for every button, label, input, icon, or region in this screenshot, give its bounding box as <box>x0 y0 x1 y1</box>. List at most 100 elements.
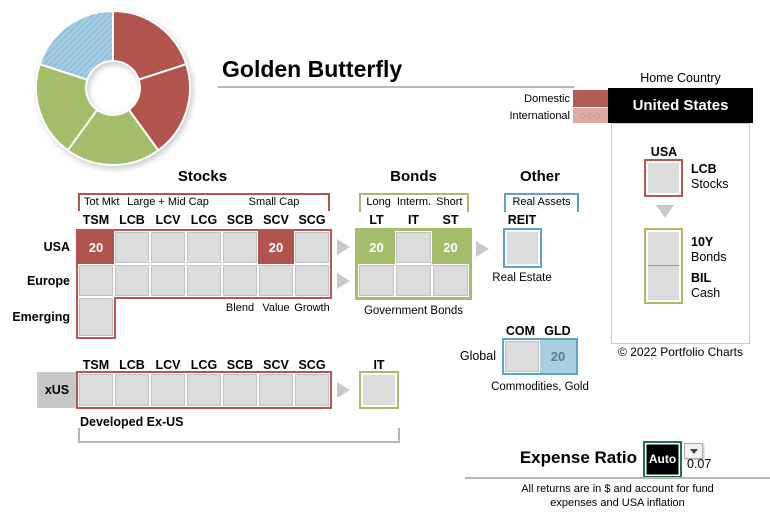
panel-stocks-cell <box>644 159 683 197</box>
stocks-col-lcb: LCB <box>119 213 145 227</box>
stocks-cell-emerging-tsm[interactable] <box>79 298 113 336</box>
donut-slice-red-1 <box>112 10 188 81</box>
expense-ratio-value[interactable]: 0.07 <box>687 457 712 471</box>
stocks-cell-usa-scg[interactable] <box>295 232 329 263</box>
stocks-col-scg: SCG <box>298 213 326 227</box>
bonds-grid: 20 20 <box>355 228 472 300</box>
bonds-cell-it2[interactable] <box>396 265 431 296</box>
stocks-style-labels: Blend Value Growth <box>222 302 330 314</box>
stocks-row-label-usa: USA <box>43 240 70 254</box>
stocks-cell-usa-scb[interactable] <box>223 232 257 263</box>
stocks-cell-europe-lcg[interactable] <box>187 265 221 296</box>
stocks-cell-usa-tsm[interactable]: 20 <box>78 231 114 264</box>
stocks-cell-europe-scv[interactable] <box>259 265 293 296</box>
title-underline <box>218 86 574 88</box>
bonds-cell-st[interactable]: 20 <box>432 231 469 264</box>
com-cell[interactable] <box>505 341 539 372</box>
stocks-bracket-largemid: Large + Mid Cap <box>127 196 209 208</box>
dropdown-arrow-icon <box>689 448 698 454</box>
stocks-to-bonds-arrow2-icon <box>337 273 350 289</box>
stocks-col-lcg: LCG <box>190 213 218 227</box>
exus-cell-scv[interactable] <box>259 374 293 406</box>
allocation-donut-chart <box>35 10 191 166</box>
footnote-line2: expenses and USA inflation <box>550 497 685 509</box>
exus-column-headers: TSM LCB LCV LCG SCB SCV SCG <box>78 358 330 372</box>
panel-cash-code: BIL <box>691 271 712 285</box>
panel-cash-label: Cash <box>691 286 721 300</box>
bonds-bracket-short: Short <box>436 196 463 208</box>
exus-cell-lcb[interactable] <box>115 374 149 406</box>
stocks-cell-usa-lcg[interactable] <box>187 232 221 263</box>
reit-caption: Real Estate <box>492 272 552 284</box>
com-column-header: COM <box>505 324 536 338</box>
stocks-bracket: Tot Mkt Large + Mid Cap Small Cap <box>78 193 330 211</box>
bonds-col-lt: LT <box>369 213 384 227</box>
bonds-cell-it[interactable] <box>396 232 431 263</box>
exus-cell-tsm[interactable] <box>79 374 113 406</box>
exus-col-scv: SCV <box>263 358 289 372</box>
stocks-cell-usa-lcv[interactable] <box>151 232 185 263</box>
stocks-border-right <box>330 229 332 299</box>
stocks-border-top <box>76 229 332 231</box>
stocks-cell-europe-lcv[interactable] <box>151 265 185 296</box>
exus-row-label: xUS <box>37 372 77 408</box>
donut-slice-red-2 <box>127 63 191 152</box>
domestic-swatch <box>573 90 608 108</box>
stocks-cell-usa-lcb[interactable] <box>115 232 149 263</box>
other-header: Other <box>519 168 560 185</box>
exus-cell-scb[interactable] <box>223 374 257 406</box>
exus-col-tsm: TSM <box>82 358 110 372</box>
real-assets-bracket: Real Assets <box>504 193 579 212</box>
bonds-col-st: ST <box>442 213 459 227</box>
stocks-bracket-smallcap: Small Cap <box>248 196 300 208</box>
bonds-cell-lt[interactable]: 20 <box>358 231 395 264</box>
domestic-label: Domestic <box>524 93 570 105</box>
exus-cell-lcv[interactable] <box>151 374 185 406</box>
exus-col-lcb: LCB <box>119 358 145 372</box>
home-country-label: Home Country <box>640 71 721 85</box>
gld-column-header: GLD <box>544 324 571 338</box>
stocks-cell-europe-scb[interactable] <box>223 265 257 296</box>
stocks-col-lcv: LCV <box>155 213 181 227</box>
exus-bottom-bracket <box>78 428 400 443</box>
commodities-caption: Commodities, Gold <box>491 381 589 393</box>
bonds-cell-st2[interactable] <box>433 265 468 296</box>
stocks-col-scb: SCB <box>226 213 254 227</box>
stocks-cell-europe-lcb[interactable] <box>115 265 149 296</box>
international-swatch: ◇◇◇ <box>573 108 608 123</box>
exus-cell-lcg[interactable] <box>187 374 221 406</box>
exus-col-lcg: LCG <box>190 358 218 372</box>
exus-it-cell[interactable] <box>359 371 399 409</box>
gld-cell[interactable]: 20 <box>540 340 576 373</box>
bonds-column-headers: LT IT ST <box>358 213 469 227</box>
stocks-cell-europe-scg[interactable] <box>295 265 329 296</box>
stocks-header: Stocks <box>177 168 228 185</box>
exus-cell-scg[interactable] <box>295 374 329 406</box>
panel-stocks-code: LCB <box>691 162 717 176</box>
page-title: Golden Butterfly <box>222 56 403 82</box>
donut-slice-blue <box>38 10 114 81</box>
stocks-to-bonds-arrow-icon <box>337 239 350 255</box>
panel-cash-subcell <box>648 266 679 300</box>
home-country-selector[interactable]: United States <box>608 88 753 123</box>
copyright-text: © 2022 Portfolio Charts <box>618 345 743 359</box>
donut-slice-green-1 <box>66 108 160 166</box>
panel-down-arrow-icon <box>656 205 674 218</box>
stocks-cell-usa-scv[interactable]: 20 <box>258 231 294 264</box>
stocks-border-emerging-right <box>114 297 116 339</box>
exus-grid <box>76 371 332 409</box>
panel-stocks-label: Stocks <box>691 177 729 191</box>
panel-bonds-cash-cell <box>644 228 683 304</box>
expense-mode-cell[interactable]: Auto <box>643 441 682 478</box>
stocks-border-bottom <box>114 297 332 299</box>
expense-divider-line <box>465 477 770 479</box>
exus-it-header: IT <box>373 358 385 372</box>
bonds-cell-lt2[interactable] <box>359 265 394 296</box>
panel-bonds-subcell <box>648 232 679 266</box>
expense-mode-dropdown-button[interactable] <box>684 443 703 459</box>
reit-cell[interactable] <box>503 228 542 268</box>
bonds-bracket: Long Interm. Short <box>359 193 469 212</box>
exus-col-scg: SCG <box>298 358 326 372</box>
stocks-cell-europe-tsm[interactable] <box>79 265 113 296</box>
bonds-bracket-interm: Interm. <box>396 196 432 208</box>
